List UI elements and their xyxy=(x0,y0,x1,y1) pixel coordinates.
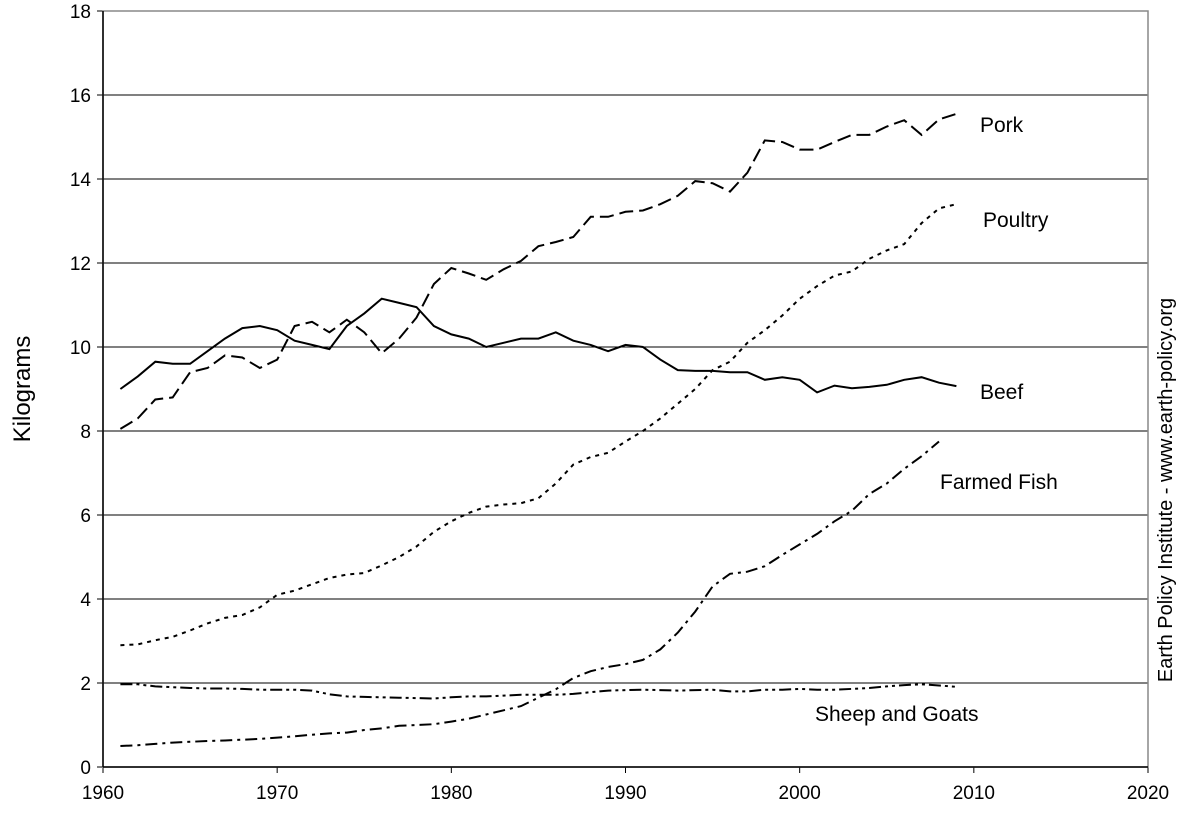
series-label: Poultry xyxy=(983,209,1049,232)
series-label: Sheep and Goats xyxy=(815,703,978,726)
y-tick-label: 0 xyxy=(80,758,91,779)
x-tick-label: 1960 xyxy=(82,783,124,804)
series-label: Pork xyxy=(980,114,1024,137)
x-tick-label: 1970 xyxy=(256,783,298,804)
y-tick-label: 8 xyxy=(80,422,91,443)
series-line xyxy=(120,203,957,647)
y-tick-label: 18 xyxy=(70,2,91,23)
series-label: Beef xyxy=(980,381,1023,404)
y-tick-label: 10 xyxy=(70,338,91,359)
series-line xyxy=(120,440,940,747)
source-note: Earth Policy Institute - www.earth-polic… xyxy=(1155,298,1177,682)
x-tick-label: 1990 xyxy=(604,783,646,804)
y-tick-label: 4 xyxy=(80,590,91,611)
x-tick-label: 1980 xyxy=(430,783,472,804)
y-tick-label: 16 xyxy=(70,86,91,107)
x-tick-label: 2000 xyxy=(779,783,821,804)
series-line xyxy=(119,297,957,394)
y-tick-label: 2 xyxy=(80,674,91,695)
series-line xyxy=(120,683,957,700)
y-tick-label: 6 xyxy=(80,506,91,527)
y-tick-label: 12 xyxy=(70,254,91,275)
series-line xyxy=(119,112,957,430)
y-axis-label: Kilograms xyxy=(9,336,36,443)
x-tick-label: 2010 xyxy=(953,783,995,804)
x-tick-label: 2020 xyxy=(1127,783,1169,804)
series-label: Farmed Fish xyxy=(940,471,1058,494)
y-tick-label: 14 xyxy=(70,170,92,191)
